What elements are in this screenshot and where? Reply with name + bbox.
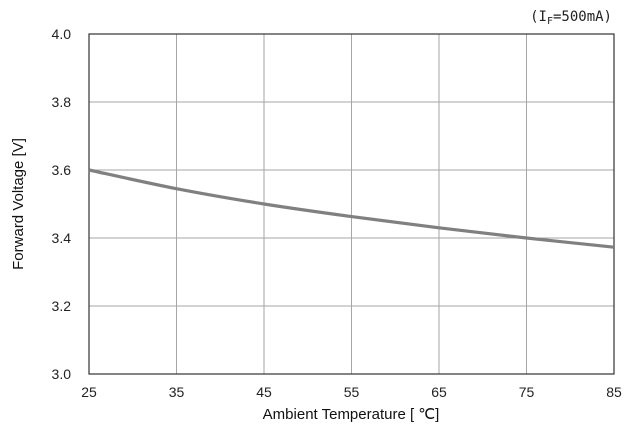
series-line xyxy=(88,168,615,249)
y-axis-title: Forward Voltage [V] xyxy=(10,138,27,270)
y-tick-labels: 3.0 3.2 3.4 3.6 3.8 4.0 xyxy=(52,26,72,382)
plot-frame xyxy=(88,33,615,375)
y-tick-label: 4.0 xyxy=(52,26,72,42)
series-group xyxy=(88,168,615,249)
x-axis-title: Ambient Temperature [ ℃] xyxy=(263,406,440,423)
x-tick-label: 25 xyxy=(81,384,97,400)
y-tick-label: 3.0 xyxy=(52,366,72,382)
x-tick-label: 45 xyxy=(256,384,272,400)
x-tick-label: 65 xyxy=(431,384,447,400)
condition-subscript: F xyxy=(547,16,553,27)
x-tick-label: 85 xyxy=(606,384,622,400)
condition-label: (IF=500mA) xyxy=(530,9,612,27)
x-tick-label: 55 xyxy=(344,384,360,400)
x-tick-label: 75 xyxy=(519,384,535,400)
y-tick-label: 3.4 xyxy=(52,230,72,246)
y-tick-label: 3.8 xyxy=(52,94,72,110)
x-tick-label: 35 xyxy=(169,384,185,400)
grid xyxy=(88,33,615,375)
y-tick-label: 3.2 xyxy=(52,298,72,314)
x-tick-labels: 25 35 45 55 65 75 85 xyxy=(81,384,622,400)
y-tick-label: 3.6 xyxy=(52,162,72,178)
